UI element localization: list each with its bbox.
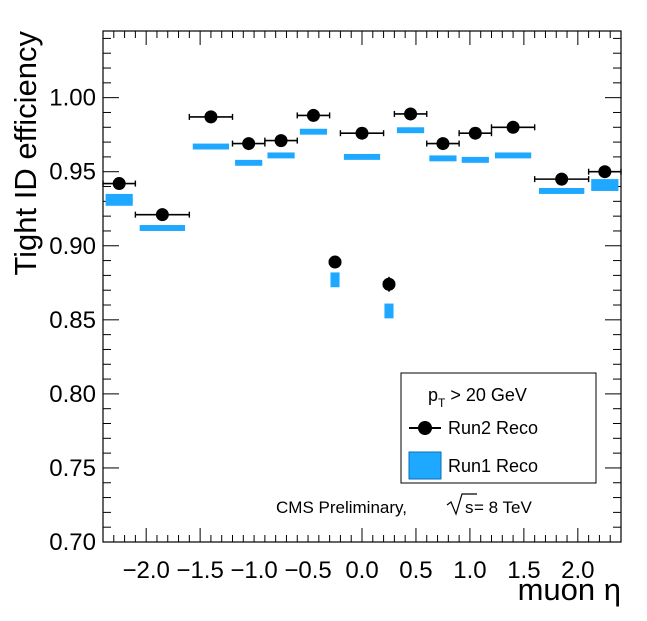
run2-point bbox=[204, 110, 218, 124]
legend-header: pT > 20 GeV bbox=[428, 385, 527, 410]
x-tick-label: 1.5 bbox=[507, 557, 540, 584]
y-tick-label: 0.75 bbox=[49, 455, 96, 482]
run2-point bbox=[506, 120, 520, 134]
x-tick-label: −0.5 bbox=[284, 557, 331, 584]
run2-point bbox=[306, 108, 320, 122]
run1-band bbox=[235, 159, 263, 166]
run1-band bbox=[105, 193, 133, 206]
sqrt-s: s bbox=[465, 498, 474, 517]
run2-point bbox=[242, 137, 256, 151]
run2-point bbox=[155, 208, 169, 222]
run1-band bbox=[384, 303, 394, 319]
run1-band bbox=[139, 225, 186, 231]
run2-point bbox=[328, 255, 342, 269]
x-tick-label: 0.0 bbox=[345, 557, 378, 584]
run1-band bbox=[299, 128, 328, 135]
run1-band bbox=[330, 272, 340, 288]
run1-band bbox=[343, 153, 381, 160]
run1-band bbox=[267, 152, 295, 159]
run1-band bbox=[396, 127, 425, 134]
x-tick-label: −2.0 bbox=[122, 557, 169, 584]
legend-run2-label: Run2 Reco bbox=[448, 418, 538, 438]
legend-run1-label: Run1 Reco bbox=[448, 456, 538, 476]
run2-point bbox=[274, 134, 288, 148]
legend: pT > 20 GeV Run2 Reco Run1 Reco bbox=[400, 372, 597, 484]
run2-point bbox=[404, 107, 418, 121]
run2-point bbox=[436, 137, 450, 151]
cms-annotation: CMS Preliminary, s = 8 TeV bbox=[276, 493, 532, 517]
y-tick-label: 0.95 bbox=[49, 159, 96, 186]
run2-point bbox=[355, 126, 369, 140]
y-tick-label: 0.70 bbox=[49, 529, 96, 556]
x-tick-label: −1.5 bbox=[176, 557, 223, 584]
legend-run2-marker bbox=[418, 421, 432, 435]
run2-point bbox=[468, 126, 482, 140]
sqrt-symbol bbox=[446, 493, 477, 516]
y-tick-label: 0.85 bbox=[49, 307, 96, 334]
legend-header-p: p bbox=[428, 385, 438, 405]
x-tick-label: −1.0 bbox=[230, 557, 277, 584]
x-tick-label: 1.0 bbox=[453, 557, 486, 584]
legend-run1-swatch bbox=[408, 451, 442, 480]
y-axis-label: Tight ID efficiency bbox=[8, 31, 43, 276]
run2-point bbox=[555, 172, 569, 186]
y-tick-label: 1.00 bbox=[49, 85, 96, 112]
x-axis-label: muon η bbox=[518, 572, 621, 607]
run1-band bbox=[591, 179, 619, 191]
x-tick-label: 2.0 bbox=[561, 557, 594, 584]
run1-band bbox=[494, 152, 532, 159]
cms-label: CMS Preliminary, bbox=[276, 498, 407, 517]
energy-label: = 8 TeV bbox=[474, 498, 532, 517]
run2-point bbox=[112, 177, 126, 191]
run1-band bbox=[461, 156, 489, 163]
x-tick-label: 0.5 bbox=[399, 557, 432, 584]
legend-header-sub: T bbox=[438, 396, 446, 410]
run2-point bbox=[382, 277, 396, 291]
run1-series bbox=[105, 127, 619, 319]
run1-band bbox=[538, 188, 585, 194]
legend-header-cut: > 20 GeV bbox=[445, 385, 527, 405]
run1-band bbox=[429, 155, 457, 162]
y-tick-label: 0.80 bbox=[49, 381, 96, 408]
y-tick-label: 0.90 bbox=[49, 233, 96, 260]
run1-band bbox=[192, 143, 230, 150]
run2-point bbox=[598, 165, 612, 179]
run2-series bbox=[102, 107, 622, 292]
